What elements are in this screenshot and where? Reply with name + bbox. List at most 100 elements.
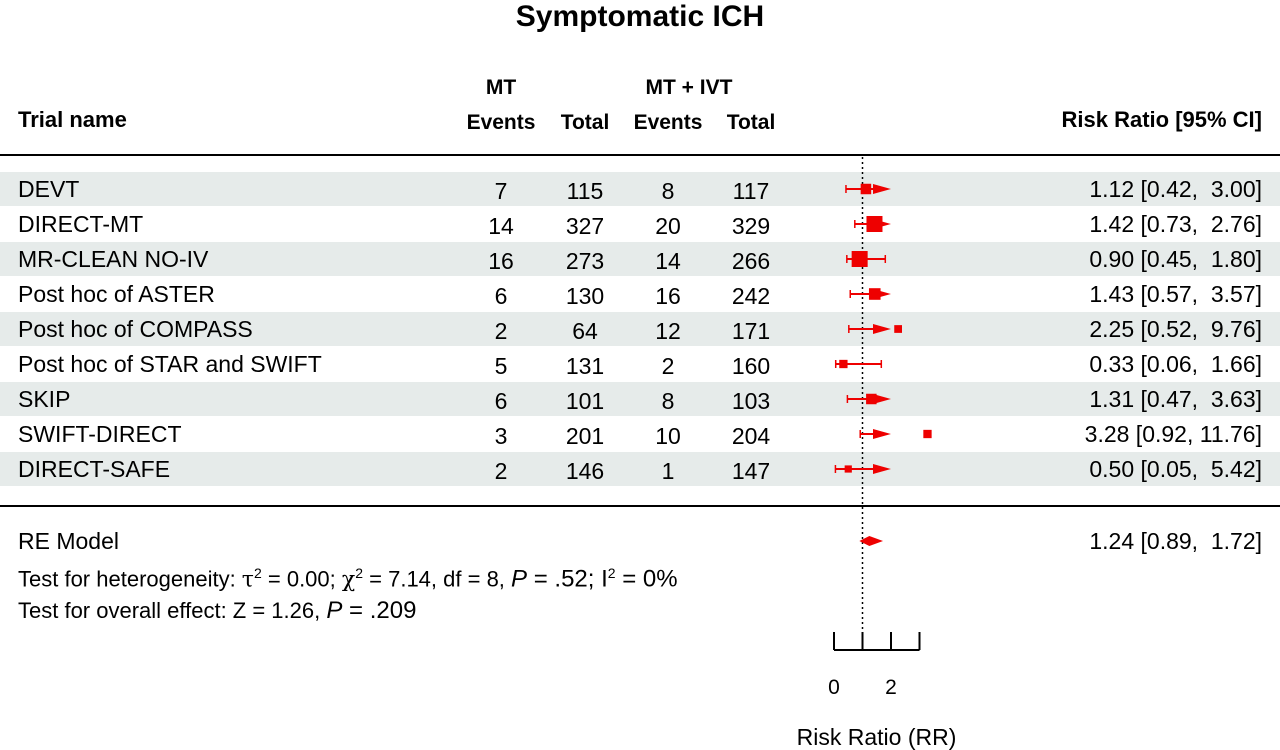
ivt-total-mr-clean-no-iv: 266 (731, 248, 771, 274)
study-7-ci-arrow (873, 429, 891, 439)
rr-text-skip: 1.31 [0.47, 3.63] (1089, 386, 1262, 412)
ivt-total-aster: 242 (731, 283, 771, 309)
mt-events-compass: 2 (494, 318, 508, 344)
mt-total-devt: 115 (566, 178, 604, 204)
study-6-ci-arrow (873, 394, 891, 404)
row-band-5 (0, 312, 1280, 346)
mt-total-mr-clean-no-iv: 273 (565, 248, 605, 274)
overall-p-value: = .209 (342, 597, 417, 624)
mt-events-skip: 6 (494, 388, 508, 414)
rr-text-star-swift: 0.33 [0.06, 1.66] (1089, 351, 1262, 377)
ivt-total-devt: 117 (732, 178, 770, 204)
header-trial-name: Trial name (18, 107, 127, 132)
trial-name-devt: DEVT (18, 176, 80, 202)
rr-text-direct-safe: 0.50 [0.05, 5.42] (1089, 456, 1262, 482)
ivt-events-direct-mt: 20 (655, 213, 681, 239)
x-tick-label-2: 2 (885, 676, 897, 699)
ivt-events-aster: 16 (655, 283, 681, 309)
x-axis-label: Risk Ratio (RR) (797, 724, 957, 750)
rr-text-devt: 1.12 [0.42, 3.00] (1089, 176, 1262, 202)
i-symbol: I (601, 565, 608, 593)
study-6-point (866, 393, 877, 405)
summary-rr-text: 1.24 [0.89, 1.72] (1089, 528, 1262, 554)
mt-events-direct-safe: 2 (494, 458, 508, 484)
trial-name-swift-direct: SWIFT-DIRECT (18, 421, 182, 447)
ivt-total-direct-mt: 329 (731, 213, 771, 239)
ivt-events-devt: 8 (661, 178, 675, 204)
row-band-1 (0, 172, 1280, 206)
row-band-9 (0, 452, 1280, 486)
mt-events-devt: 7 (494, 178, 508, 204)
study-0-point (860, 183, 872, 195)
study-4-point (894, 325, 902, 333)
study-7-point (923, 429, 932, 439)
p-value: = .52; (527, 565, 602, 593)
rr-text-direct-mt: 1.42 [0.73, 2.76] (1089, 211, 1262, 237)
chi-superscript: 2 (355, 565, 364, 581)
mt-total-direct-safe: 146 (565, 458, 605, 484)
ivt-total-swift-direct: 204 (731, 423, 771, 449)
header-mt-group: MT (485, 76, 517, 99)
study-3-point (868, 288, 881, 300)
overall-p-symbol: P (326, 597, 343, 624)
header-mt-total: Total (560, 111, 610, 134)
summary-label: RE Model (18, 528, 119, 554)
chart-title: Symptomatic ICH (515, 0, 765, 33)
study-8-point (844, 465, 852, 473)
chi-symbol: χ (341, 567, 356, 593)
i-value: = 0% (615, 565, 678, 593)
mt-total-swift-direct: 201 (565, 423, 605, 449)
mt-total-skip: 101 (565, 388, 605, 414)
header-risk-ratio: Risk Ratio [95% CI] (1061, 107, 1263, 132)
trial-name-star-swift: Post hoc of STAR and SWIFT (18, 351, 322, 377)
tau-value: = 0.00; (261, 566, 342, 592)
x-tick-label-0: 0 (828, 676, 840, 699)
mt-total-aster: 130 (565, 283, 605, 309)
ivt-events-direct-safe: 1 (661, 458, 675, 484)
tau-symbol: τ (241, 567, 254, 593)
header-mt-events: Events (466, 111, 536, 134)
study-5-point (839, 359, 848, 369)
trial-name-compass: Post hoc of COMPASS (18, 316, 253, 342)
mt-events-swift-direct: 3 (494, 423, 508, 449)
ivt-events-skip: 8 (661, 388, 675, 414)
rr-text-swift-direct: 3.28 [0.92, 11.76] (1084, 421, 1262, 447)
header-mtivt-group: MT + IVT (645, 76, 733, 99)
p-symbol: P (511, 565, 528, 593)
trial-name-direct-mt: DIRECT-MT (18, 211, 144, 237)
overall-effect-stats: Test for overall effect: Z = 1.26, P = .… (18, 597, 416, 625)
ivt-total-compass: 171 (731, 318, 771, 344)
study-4-ci-arrow (873, 324, 891, 334)
mt-total-direct-mt: 327 (565, 213, 605, 239)
mt-events-mr-clean-no-iv: 16 (488, 248, 514, 274)
summary-diamond (859, 536, 884, 546)
study-8-ci-arrow (873, 464, 891, 474)
rr-text-mr-clean-no-iv: 0.90 [0.45, 1.80] (1089, 246, 1262, 272)
study-1-point (866, 216, 883, 232)
mt-events-direct-mt: 14 (488, 213, 514, 239)
heterogeneity-prefix: Test for heterogeneity: (18, 566, 242, 592)
trial-name-mr-clean-no-iv: MR-CLEAN NO-IV (18, 246, 209, 272)
rr-text-compass: 2.25 [0.52, 9.76] (1089, 316, 1262, 342)
row-band-7 (0, 382, 1280, 416)
mt-total-compass: 64 (572, 318, 598, 344)
chi-value: = 7.14, df = 8, (363, 566, 512, 592)
rr-text-aster: 1.43 [0.57, 3.57] (1089, 281, 1262, 307)
ivt-events-star-swift: 2 (661, 353, 675, 379)
mt-events-aster: 6 (494, 283, 508, 309)
ivt-events-mr-clean-no-iv: 14 (655, 248, 681, 274)
overall-prefix: Test for overall effect: Z = 1.26, (18, 598, 327, 623)
row-band-3 (0, 242, 1280, 276)
ivt-total-direct-safe: 147 (731, 458, 771, 484)
ivt-events-swift-direct: 10 (655, 423, 681, 449)
tau-superscript: 2 (253, 565, 262, 581)
trial-name-aster: Post hoc of ASTER (18, 281, 215, 307)
mt-events-star-swift: 5 (494, 353, 508, 379)
trial-name-direct-safe: DIRECT-SAFE (18, 456, 171, 482)
ivt-total-star-swift: 160 (731, 353, 771, 379)
ivt-events-compass: 12 (655, 318, 681, 344)
study-2-point (851, 251, 868, 267)
header-ivt-events: Events (633, 111, 703, 134)
i-superscript: 2 (607, 565, 616, 581)
